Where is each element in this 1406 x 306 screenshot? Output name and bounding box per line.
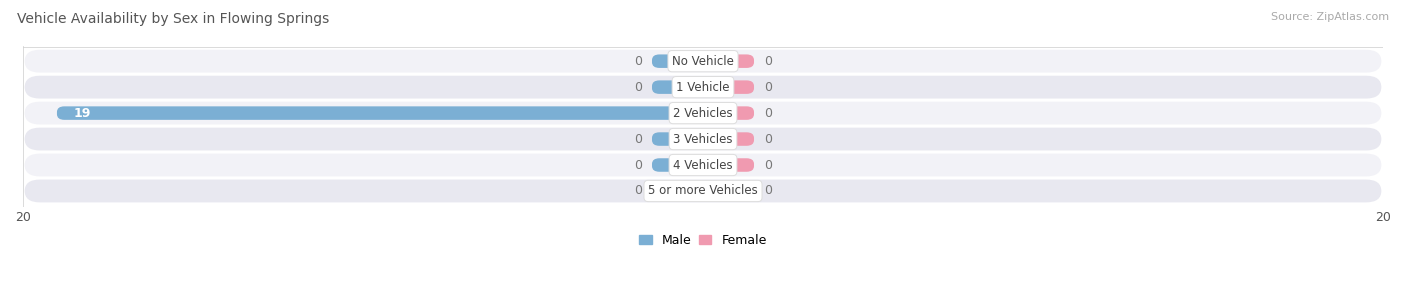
Text: 0: 0 xyxy=(765,185,772,197)
Text: 0: 0 xyxy=(634,159,641,172)
FancyBboxPatch shape xyxy=(652,158,703,172)
Text: 5 or more Vehicles: 5 or more Vehicles xyxy=(648,185,758,197)
FancyBboxPatch shape xyxy=(703,54,754,68)
Text: 3 Vehicles: 3 Vehicles xyxy=(673,132,733,146)
Text: 0: 0 xyxy=(765,81,772,94)
Text: 2 Vehicles: 2 Vehicles xyxy=(673,106,733,120)
FancyBboxPatch shape xyxy=(703,80,754,94)
FancyBboxPatch shape xyxy=(25,154,1381,177)
FancyBboxPatch shape xyxy=(652,132,703,146)
Text: 0: 0 xyxy=(765,106,772,120)
Text: Vehicle Availability by Sex in Flowing Springs: Vehicle Availability by Sex in Flowing S… xyxy=(17,12,329,26)
Text: 0: 0 xyxy=(634,132,641,146)
Text: 0: 0 xyxy=(765,159,772,172)
FancyBboxPatch shape xyxy=(25,102,1381,125)
Text: No Vehicle: No Vehicle xyxy=(672,55,734,68)
Text: Source: ZipAtlas.com: Source: ZipAtlas.com xyxy=(1271,12,1389,22)
FancyBboxPatch shape xyxy=(703,158,754,172)
FancyBboxPatch shape xyxy=(25,180,1381,202)
FancyBboxPatch shape xyxy=(25,128,1381,151)
Text: 0: 0 xyxy=(634,81,641,94)
FancyBboxPatch shape xyxy=(56,106,703,120)
FancyBboxPatch shape xyxy=(652,80,703,94)
Text: 0: 0 xyxy=(634,55,641,68)
Text: 0: 0 xyxy=(634,185,641,197)
FancyBboxPatch shape xyxy=(25,76,1381,99)
FancyBboxPatch shape xyxy=(652,54,703,68)
FancyBboxPatch shape xyxy=(703,132,754,146)
Text: 1 Vehicle: 1 Vehicle xyxy=(676,81,730,94)
Legend: Male, Female: Male, Female xyxy=(634,229,772,252)
FancyBboxPatch shape xyxy=(652,184,703,198)
Text: 4 Vehicles: 4 Vehicles xyxy=(673,159,733,172)
Text: 0: 0 xyxy=(765,55,772,68)
FancyBboxPatch shape xyxy=(25,50,1381,73)
FancyBboxPatch shape xyxy=(703,184,754,198)
FancyBboxPatch shape xyxy=(703,106,754,120)
Text: 0: 0 xyxy=(765,132,772,146)
Text: 19: 19 xyxy=(75,106,91,120)
